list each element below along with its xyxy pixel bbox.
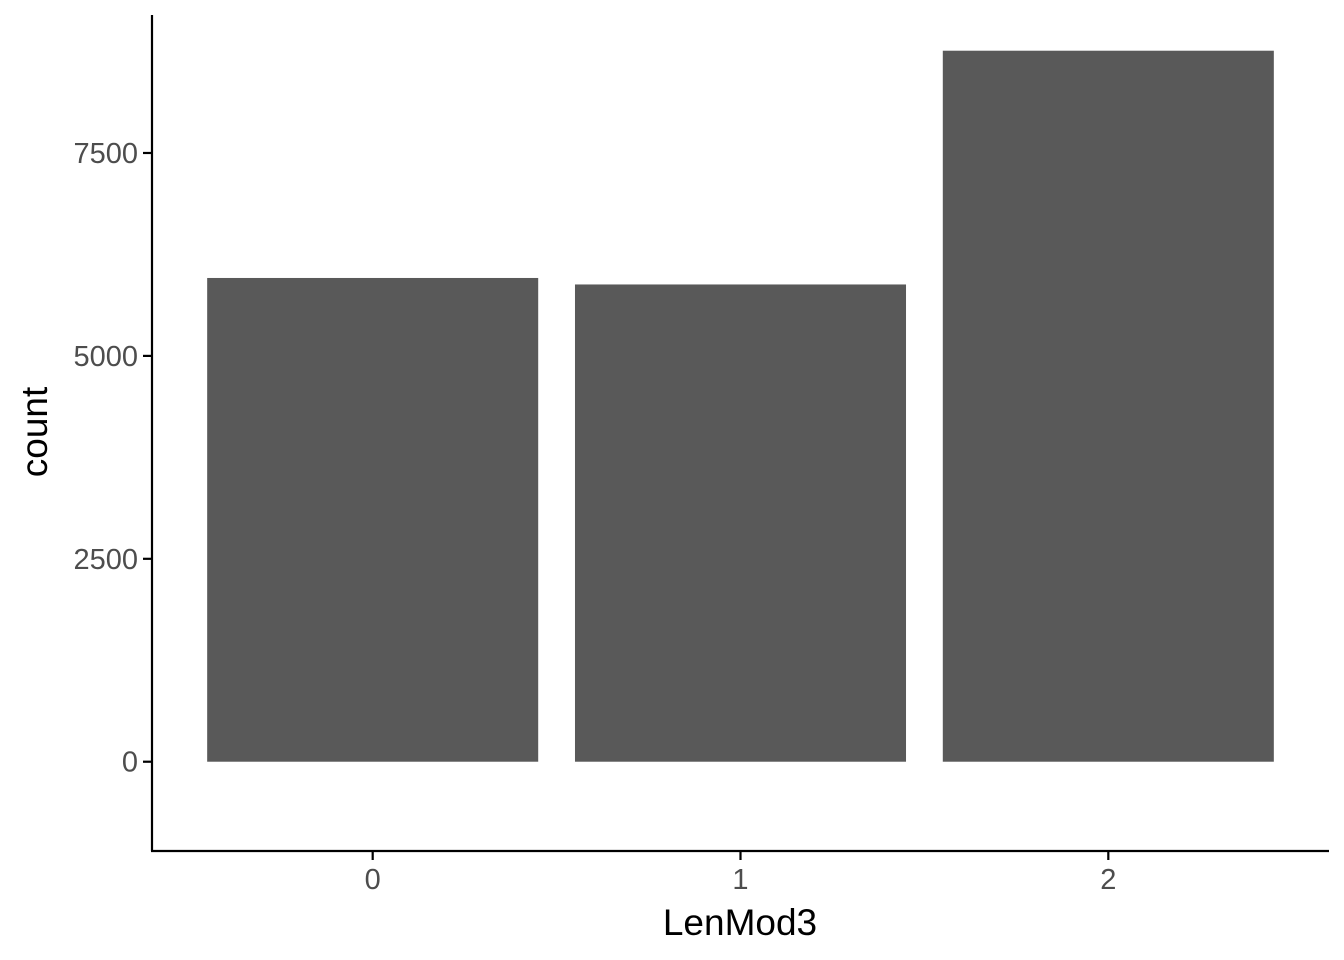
bar-2 [942, 50, 1274, 762]
x-tick-label: 1 [732, 864, 748, 896]
y-ticks-layer: 0 2500 5000 7500 [73, 138, 152, 779]
y-tick-label: 0 [122, 747, 138, 779]
y-tick-label: 2500 [73, 544, 138, 576]
y-axis-title: count [14, 386, 55, 477]
x-tick-label: 2 [1100, 864, 1116, 896]
bar-1 [574, 284, 907, 762]
y-tick-label: 7500 [73, 138, 138, 170]
x-axis-title: LenMod3 [663, 902, 817, 943]
x-ticks-layer: 0 1 2 [365, 851, 1116, 896]
y-tick-label: 5000 [73, 341, 138, 373]
bars-layer [207, 50, 1274, 762]
x-tick-label: 0 [365, 864, 381, 896]
bar-0 [207, 277, 539, 762]
